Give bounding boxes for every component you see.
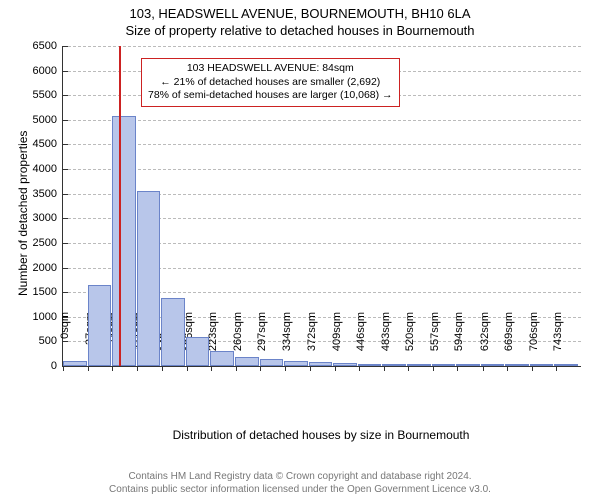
y-tick-label: 6500 — [33, 40, 63, 52]
histogram-bar — [481, 364, 505, 366]
y-tick-label: 2500 — [33, 237, 63, 249]
histogram-bar — [432, 364, 456, 366]
histogram-bar — [554, 364, 578, 366]
x-tick-label: 520sqm — [404, 312, 416, 372]
histogram-bar — [161, 298, 185, 366]
title-line-1: 103, HEADSWELL AVENUE, BOURNEMOUTH, BH10… — [0, 6, 600, 23]
histogram-bar — [210, 351, 234, 366]
histogram-bar — [505, 364, 529, 366]
x-tick-label: 557sqm — [429, 312, 441, 372]
histogram-bar — [530, 364, 554, 366]
histogram-bar — [88, 285, 112, 366]
x-axis-label: Distribution of detached houses by size … — [62, 428, 580, 442]
footer-line-2: Contains public sector information licen… — [0, 484, 600, 497]
histogram-bar — [112, 116, 136, 366]
y-tick-label: 6000 — [33, 65, 63, 77]
x-tick-label: 632sqm — [479, 312, 491, 372]
histogram-bar — [382, 364, 406, 366]
annotation-line: 103 HEADSWELL AVENUE: 84sqm — [148, 62, 393, 76]
histogram-plot: 0500100015002000250030003500400045005000… — [62, 46, 581, 367]
histogram-bar — [186, 337, 210, 366]
y-tick-label: 2000 — [33, 262, 63, 274]
y-tick-label: 4000 — [33, 163, 63, 175]
y-tick-label: 3000 — [33, 212, 63, 224]
histogram-bar — [235, 357, 259, 366]
chart-title-block: 103, HEADSWELL AVENUE, BOURNEMOUTH, BH10… — [0, 0, 600, 40]
footer-attribution: Contains HM Land Registry data © Crown c… — [0, 471, 600, 496]
y-axis-label: Number of detached properties — [16, 131, 30, 296]
grid-line — [63, 169, 581, 170]
x-tick-label: 706sqm — [528, 312, 540, 372]
x-tick-label: 743sqm — [552, 312, 564, 372]
histogram-bar — [63, 361, 87, 366]
title-line-2: Size of property relative to detached ho… — [0, 23, 600, 40]
histogram-bar — [407, 364, 431, 366]
histogram-bar — [358, 364, 382, 366]
x-tick-label: 594sqm — [453, 312, 465, 372]
histogram-bar — [309, 362, 333, 366]
y-tick-label: 5000 — [33, 114, 63, 126]
x-tick-label: 669sqm — [503, 312, 515, 372]
grid-line — [63, 120, 581, 121]
grid-line — [63, 46, 581, 47]
histogram-bar — [137, 191, 161, 366]
annotation-box: 103 HEADSWELL AVENUE: 84sqm← 21% of deta… — [141, 58, 400, 107]
histogram-bar — [333, 363, 357, 366]
y-tick-label: 4500 — [33, 138, 63, 150]
y-tick-label: 3500 — [33, 188, 63, 200]
y-tick-label: 5500 — [33, 89, 63, 101]
histogram-bar — [284, 361, 308, 366]
x-tick-label: 483sqm — [380, 312, 392, 372]
annotation-line: 78% of semi-detached houses are larger (… — [148, 89, 393, 103]
grid-line — [63, 144, 581, 145]
histogram-bar — [260, 359, 284, 366]
annotation-line: ← 21% of detached houses are smaller (2,… — [148, 76, 393, 90]
y-tick-label: 1500 — [33, 286, 63, 298]
footer-line-1: Contains HM Land Registry data © Crown c… — [0, 471, 600, 484]
property-marker-line — [119, 46, 121, 366]
histogram-bar — [456, 364, 480, 366]
x-tick-label: 446sqm — [355, 312, 367, 372]
